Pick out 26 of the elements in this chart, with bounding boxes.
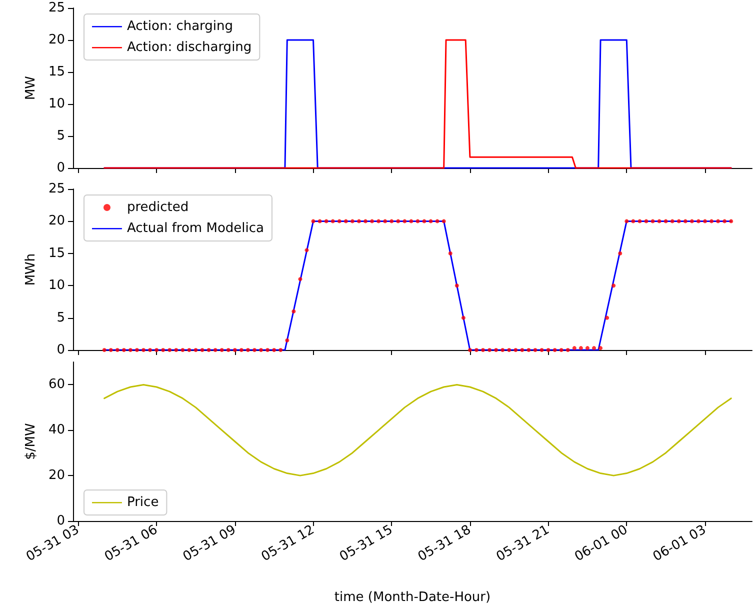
- y-tick-label: 15: [48, 64, 65, 80]
- y-tick-label: 20: [48, 214, 65, 229]
- y-tick-label: 0: [56, 514, 65, 528]
- y-tick-label: 10: [48, 96, 65, 112]
- y-tick-label: 5: [56, 128, 65, 144]
- y-tick-label: 10: [48, 278, 65, 294]
- y-axis-title: $/MW: [24, 423, 39, 460]
- legend-label: Action: charging: [126, 19, 234, 34]
- y-tick-label: 60: [48, 377, 65, 392]
- y-tick-label: 0: [56, 342, 65, 358]
- y-tick-label: 20: [48, 32, 65, 48]
- y-tick-label: 15: [48, 246, 65, 261]
- y-tick-label: 25: [48, 0, 65, 16]
- y-axis-title: MWh: [24, 253, 39, 286]
- y-tick-label: 25: [48, 182, 65, 196]
- y-tick-label: 20: [48, 468, 65, 484]
- line-series: [104, 384, 732, 476]
- y-tick-label: 5: [56, 310, 65, 326]
- legend-label: predicted: [126, 200, 189, 215]
- legend-label: Price: [126, 495, 159, 510]
- y-tick-label: 40: [48, 422, 65, 438]
- y-tick-label: 0: [56, 160, 65, 176]
- legend-label: Actual from Modelica: [126, 221, 264, 236]
- y-axis-title: MW: [24, 76, 39, 100]
- x-axis-title: time (Month-Date-Hour): [334, 590, 491, 605]
- legend-label: Action: discharging: [126, 40, 252, 55]
